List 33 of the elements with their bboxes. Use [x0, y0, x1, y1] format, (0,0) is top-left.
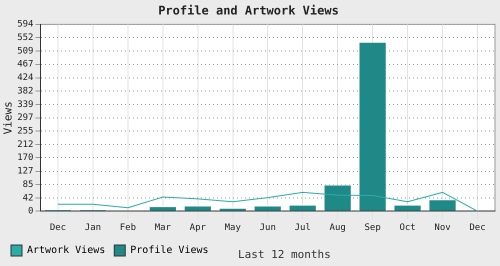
y-tick-label: 339	[17, 100, 34, 110]
y-tick-label: 552	[17, 32, 34, 43]
y-tick-label: 85	[22, 180, 34, 190]
x-tick-label: Nov	[434, 222, 451, 233]
x-tick-label: Dec	[469, 222, 486, 233]
x-tick-label: Sep	[364, 222, 381, 233]
legend-label: Artwork Views	[27, 245, 106, 256]
x-tick-label: May	[224, 222, 242, 233]
y-tick-label: 382	[17, 86, 34, 96]
y-tick-label: 127	[17, 166, 34, 177]
x-tick-label: Feb	[120, 222, 136, 233]
y-tick-label: 42	[22, 193, 34, 204]
y-tick-label: 0	[28, 206, 34, 217]
y-tick-label: 594	[17, 20, 34, 30]
x-tick-label: Jan	[84, 222, 102, 233]
x-tick-label: Jun	[260, 222, 276, 233]
y-axis-title: Views	[1, 101, 14, 134]
legend-label: Profile Views	[130, 245, 209, 256]
x-tick-label: Aug	[330, 222, 346, 233]
x-tick-label: Dec	[50, 222, 66, 233]
y-tick-label: 170	[17, 153, 34, 164]
x-tick-label: Apr	[190, 222, 206, 233]
x-tick-label: Oct	[399, 222, 416, 233]
y-tick-label: 297	[17, 113, 34, 124]
y-tick-label: 255	[17, 126, 34, 136]
x-tick-label: Mar	[154, 222, 172, 233]
y-tick-label: 424	[17, 73, 34, 84]
y-tick-label: 212	[17, 140, 34, 150]
x-tick-label: Jul	[294, 222, 311, 233]
x-axis-title: Last 12 months	[238, 248, 331, 261]
y-tick-label: 509	[17, 46, 34, 56]
chart-title: Profile and Artwork Views	[158, 3, 339, 18]
y-tick-label: 467	[17, 60, 34, 70]
